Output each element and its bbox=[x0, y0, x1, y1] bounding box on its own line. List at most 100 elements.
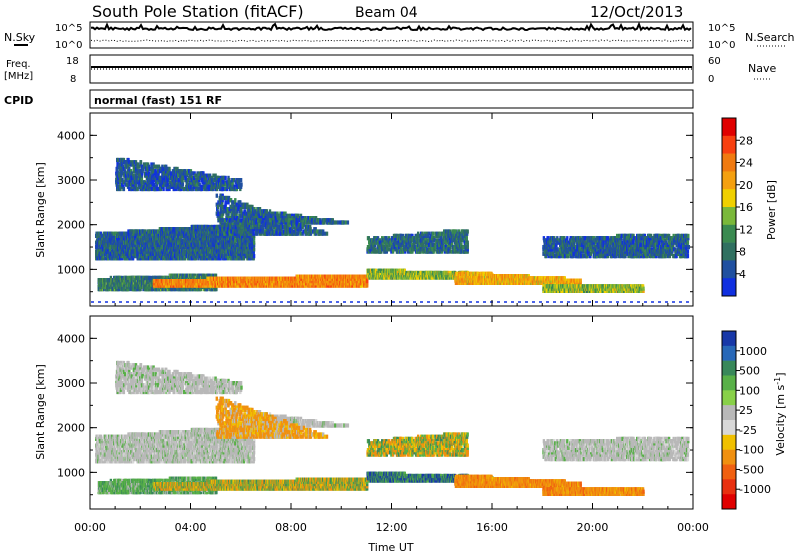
power-cell bbox=[299, 213, 303, 218]
power-cell bbox=[219, 256, 222, 261]
power-cell bbox=[346, 220, 350, 225]
power-cell bbox=[146, 282, 150, 287]
power-cell bbox=[142, 229, 145, 234]
power-cell bbox=[137, 233, 141, 238]
power-cell bbox=[175, 233, 179, 238]
power-cell bbox=[201, 229, 205, 234]
nsearch-series bbox=[91, 39, 692, 43]
power-cell bbox=[109, 249, 112, 254]
power-cell bbox=[99, 231, 102, 236]
power-cell bbox=[252, 251, 255, 256]
power-cell bbox=[105, 242, 108, 247]
power-cell bbox=[248, 247, 252, 252]
power-cell bbox=[235, 236, 239, 241]
power-cell bbox=[198, 254, 201, 259]
power-cell bbox=[136, 282, 139, 287]
power-cell bbox=[242, 245, 246, 250]
power-cell bbox=[129, 242, 132, 247]
power-cell bbox=[151, 247, 154, 252]
power-cell bbox=[199, 247, 202, 252]
nsearch-label: N.Search bbox=[745, 31, 795, 44]
power-cell bbox=[180, 256, 184, 261]
power-cell bbox=[313, 216, 316, 221]
power-cell bbox=[283, 213, 286, 218]
power-cell bbox=[197, 256, 200, 261]
power-cell bbox=[184, 251, 187, 256]
power-cell bbox=[102, 256, 105, 261]
power-cell bbox=[186, 227, 189, 232]
power-cell bbox=[131, 256, 135, 261]
power-cell bbox=[211, 249, 214, 254]
power-cell bbox=[131, 245, 135, 250]
power-cell bbox=[118, 236, 121, 241]
power-cell bbox=[108, 242, 112, 247]
power-cell bbox=[222, 247, 225, 252]
power-cell bbox=[114, 231, 118, 236]
power-cell bbox=[196, 233, 199, 238]
power-cell bbox=[217, 238, 221, 243]
power-cell bbox=[145, 251, 148, 256]
power-cell bbox=[126, 249, 129, 254]
power-cell bbox=[249, 256, 252, 261]
power-cell bbox=[162, 256, 165, 261]
power-cell bbox=[172, 229, 175, 234]
power-cell bbox=[235, 251, 239, 256]
power-cell bbox=[175, 256, 178, 261]
power-cell bbox=[148, 275, 151, 280]
power-cell bbox=[99, 240, 102, 245]
power-cell bbox=[293, 216, 296, 221]
nave-tick-low: 0 bbox=[708, 74, 714, 85]
power-cell bbox=[208, 251, 211, 256]
power-cell bbox=[146, 238, 149, 243]
power-cell bbox=[188, 242, 192, 247]
power-cell bbox=[137, 245, 141, 250]
power-cell bbox=[191, 231, 195, 236]
power-cell bbox=[136, 254, 140, 259]
power-cell bbox=[167, 251, 171, 256]
power-cell bbox=[229, 254, 232, 259]
power-cell bbox=[146, 275, 149, 280]
power-cell bbox=[165, 233, 168, 238]
power-cell bbox=[129, 278, 133, 283]
power-cell bbox=[210, 231, 213, 236]
power-cell bbox=[204, 233, 208, 238]
power-cell bbox=[166, 238, 169, 243]
power-cell bbox=[215, 242, 218, 247]
power-cell bbox=[155, 240, 158, 245]
power-cell bbox=[220, 242, 223, 247]
power-cell bbox=[137, 256, 140, 261]
power-cell bbox=[97, 284, 100, 289]
power-cell bbox=[191, 247, 194, 252]
power-cell bbox=[310, 220, 314, 225]
power-cell bbox=[233, 247, 236, 252]
power-cell bbox=[159, 249, 162, 254]
power-cell bbox=[119, 233, 123, 238]
power-cell bbox=[110, 284, 114, 289]
power-cell bbox=[108, 247, 112, 252]
power-cell bbox=[142, 287, 145, 292]
power-cell bbox=[167, 233, 170, 238]
power-cell bbox=[146, 242, 149, 247]
power-cell bbox=[105, 236, 108, 241]
power-cell bbox=[252, 240, 256, 245]
power-cell bbox=[204, 238, 208, 243]
power-cell bbox=[167, 238, 171, 243]
nsky-label: N.Sky bbox=[4, 31, 36, 44]
power-cell bbox=[107, 256, 110, 261]
power-cell bbox=[232, 242, 236, 247]
power-cell bbox=[103, 249, 107, 254]
power-cell bbox=[155, 242, 158, 247]
beam-label: Beam 04 bbox=[355, 5, 418, 21]
power-cell bbox=[304, 216, 307, 221]
power-cell bbox=[252, 249, 255, 254]
power-cell bbox=[165, 227, 168, 232]
power-cell bbox=[138, 240, 141, 245]
power-cell bbox=[159, 229, 163, 234]
power-cell bbox=[146, 249, 149, 254]
power-cell bbox=[123, 242, 127, 247]
power-cell bbox=[323, 220, 326, 225]
power-cell bbox=[101, 287, 105, 292]
power-cell bbox=[195, 240, 198, 245]
power-cell bbox=[186, 256, 190, 261]
power-cell bbox=[162, 236, 165, 241]
